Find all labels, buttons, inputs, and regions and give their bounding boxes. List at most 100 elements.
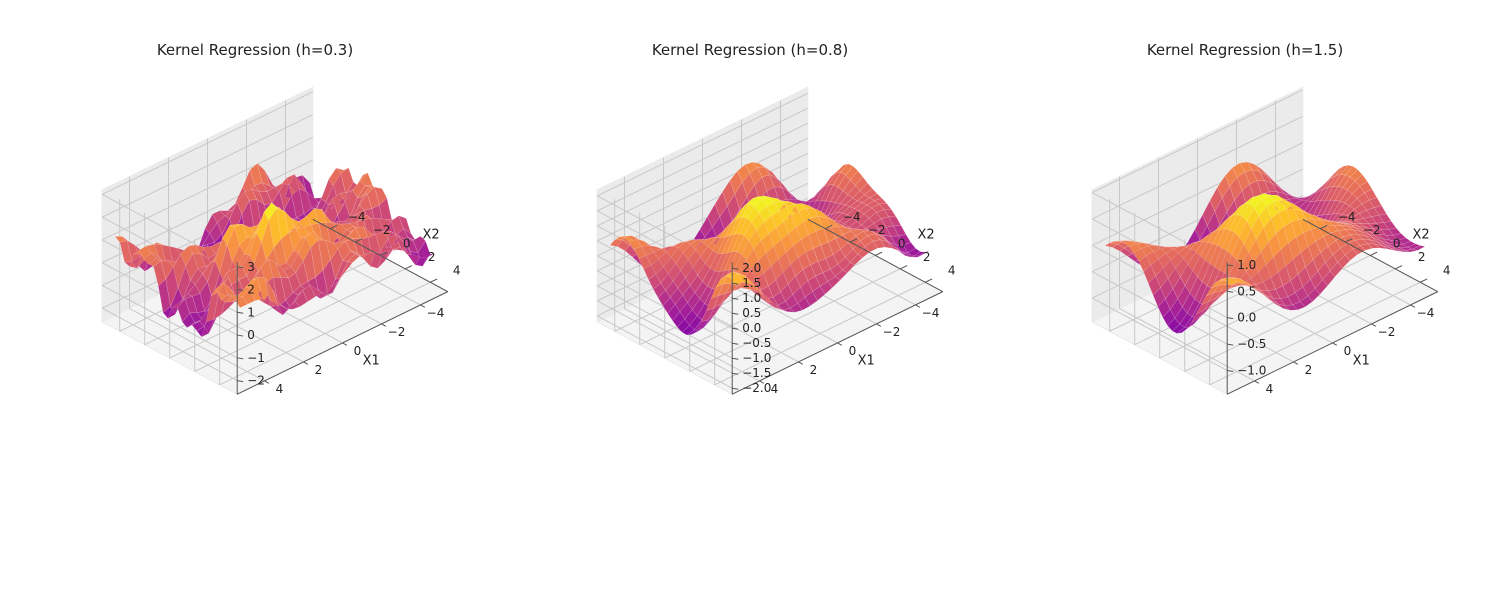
x2-tick-mark [1395, 265, 1403, 270]
x2-axis-label: X2 [1413, 228, 1430, 243]
x2-tick-label: −4 [348, 210, 366, 224]
x2-tick-mark [430, 278, 438, 283]
x1-tick-label: 0 [1344, 344, 1352, 358]
z-tick-label: 0 [247, 328, 255, 342]
surface-patch [422, 252, 436, 267]
side-gridline [1091, 115, 1304, 220]
back-gridline [101, 285, 238, 359]
x1-tick-mark [264, 380, 270, 384]
z-tick-mark [732, 372, 739, 375]
z-tick-label: −1.0 [742, 351, 771, 365]
subplot-3: Kernel Regression (h=1.5) −4 −2 0 2 4 −4 −2 0 2 4−… [990, 0, 1490, 609]
side-gridline [101, 136, 314, 241]
x1-axis-label: X1 [858, 353, 875, 368]
x1-axis-label: X1 [1353, 353, 1370, 368]
side-gridline [1091, 142, 1304, 246]
x1-tick-mark [420, 304, 426, 308]
z-tick-label: −0.5 [1237, 337, 1266, 351]
x1-tick-label: −2 [388, 325, 406, 339]
x1-tick-mark [837, 342, 843, 346]
x2-tick-label: 4 [948, 263, 956, 277]
back-gridline [101, 307, 238, 382]
x2-tick-label: 4 [1443, 263, 1451, 277]
z-tick-mark [1227, 264, 1234, 267]
z-tick-mark [1227, 343, 1234, 346]
x1-tick-label: −4 [922, 306, 940, 320]
x2-tick-label: −4 [1338, 210, 1356, 224]
x2-tick-label: 4 [453, 263, 461, 277]
x2-tick-label: 0 [898, 237, 906, 251]
x1-tick-mark [1371, 323, 1377, 327]
z-tick-mark [732, 327, 739, 330]
x1-tick-label: 2 [810, 363, 818, 377]
side-gridline [101, 114, 314, 218]
x1-axis-line [1302, 218, 1439, 293]
x1-tick-label: −2 [883, 325, 901, 339]
side-gridline [596, 107, 809, 212]
x2-tick-mark [330, 224, 338, 230]
z-tick-label: 2 [247, 283, 255, 297]
z-tick-label: −1 [247, 351, 265, 365]
z-tick-label: −1.5 [742, 366, 771, 380]
x1-tick-label: 4 [1266, 382, 1274, 396]
z-tick-mark [732, 387, 739, 390]
z-tick-mark [1227, 290, 1234, 293]
x2-tick-mark [1370, 251, 1378, 256]
x2-tick-mark [1345, 238, 1353, 243]
z-tick-mark [1227, 317, 1234, 320]
back-gridline [596, 300, 733, 374]
x2-tick-label: −4 [843, 210, 861, 224]
x1-tick-mark [381, 323, 387, 327]
surface-plot-1: Kernel Regression (h=0.3)−4−2024−4−2024−… [101, 41, 461, 396]
x2-tick-mark [925, 278, 933, 283]
x1-tick-label: −2 [1378, 325, 1396, 339]
x1-tick-mark [303, 361, 309, 365]
z-tick-mark [1227, 369, 1234, 372]
z-tick-label: 0.0 [1237, 311, 1256, 325]
x1-tick-mark [915, 304, 921, 308]
side-gridline [596, 92, 809, 197]
x1-axis-label: X1 [363, 353, 380, 368]
z-tick-label: 0.5 [742, 306, 761, 320]
z-tick-mark [237, 266, 244, 269]
surface-patch [917, 250, 931, 258]
surface [609, 161, 931, 336]
z-tick-label: 3 [247, 260, 255, 274]
side-gridline [596, 137, 809, 242]
x1-tick-label: 2 [315, 363, 323, 377]
z-tick-label: 0.0 [742, 321, 761, 335]
z-tick-mark [732, 312, 739, 315]
x1-tick-label: 0 [849, 344, 857, 358]
side-gridline [101, 91, 314, 195]
x2-tick-mark [405, 265, 413, 270]
floor-gridline [714, 281, 926, 386]
subplot-2: Kernel Regression (h=0.8) −4 −2 0 2 4 −4 −2 0 2 4−… [495, 0, 995, 609]
back-gridline [596, 315, 733, 389]
x2-tick-mark [1420, 278, 1428, 283]
x2-tick-label: −2 [1363, 223, 1381, 237]
surface-plot-3: Kernel Regression (h=1.5)−4−2024−4−2024−… [1091, 41, 1451, 396]
x2-tick-label: −2 [868, 223, 886, 237]
z-tick-mark [237, 380, 244, 383]
x1-tick-label: −4 [427, 306, 445, 320]
z-tick-mark [237, 357, 244, 360]
side-gridline [101, 159, 314, 264]
floor-gridline [219, 281, 431, 386]
z-tick-mark [237, 334, 244, 337]
z-tick-label: 1 [247, 305, 255, 319]
x2-tick-label: −2 [373, 223, 391, 237]
x1-tick-label: 0 [354, 344, 362, 358]
x1-tick-mark [1293, 361, 1299, 365]
x1-tick-mark [342, 342, 348, 346]
x1-tick-label: 4 [771, 382, 779, 396]
z-tick-label: 0.5 [1237, 284, 1256, 298]
z-tick-mark [732, 297, 739, 300]
x2-tick-mark [355, 238, 363, 243]
x2-axis-label: X2 [918, 228, 935, 243]
z-tick-label: −2 [247, 374, 265, 388]
z-tick-mark [732, 282, 739, 285]
x2-tick-label: 0 [1393, 237, 1401, 251]
surface [114, 162, 436, 338]
z-tick-mark [732, 342, 739, 345]
x2-tick-label: 2 [1418, 250, 1426, 264]
